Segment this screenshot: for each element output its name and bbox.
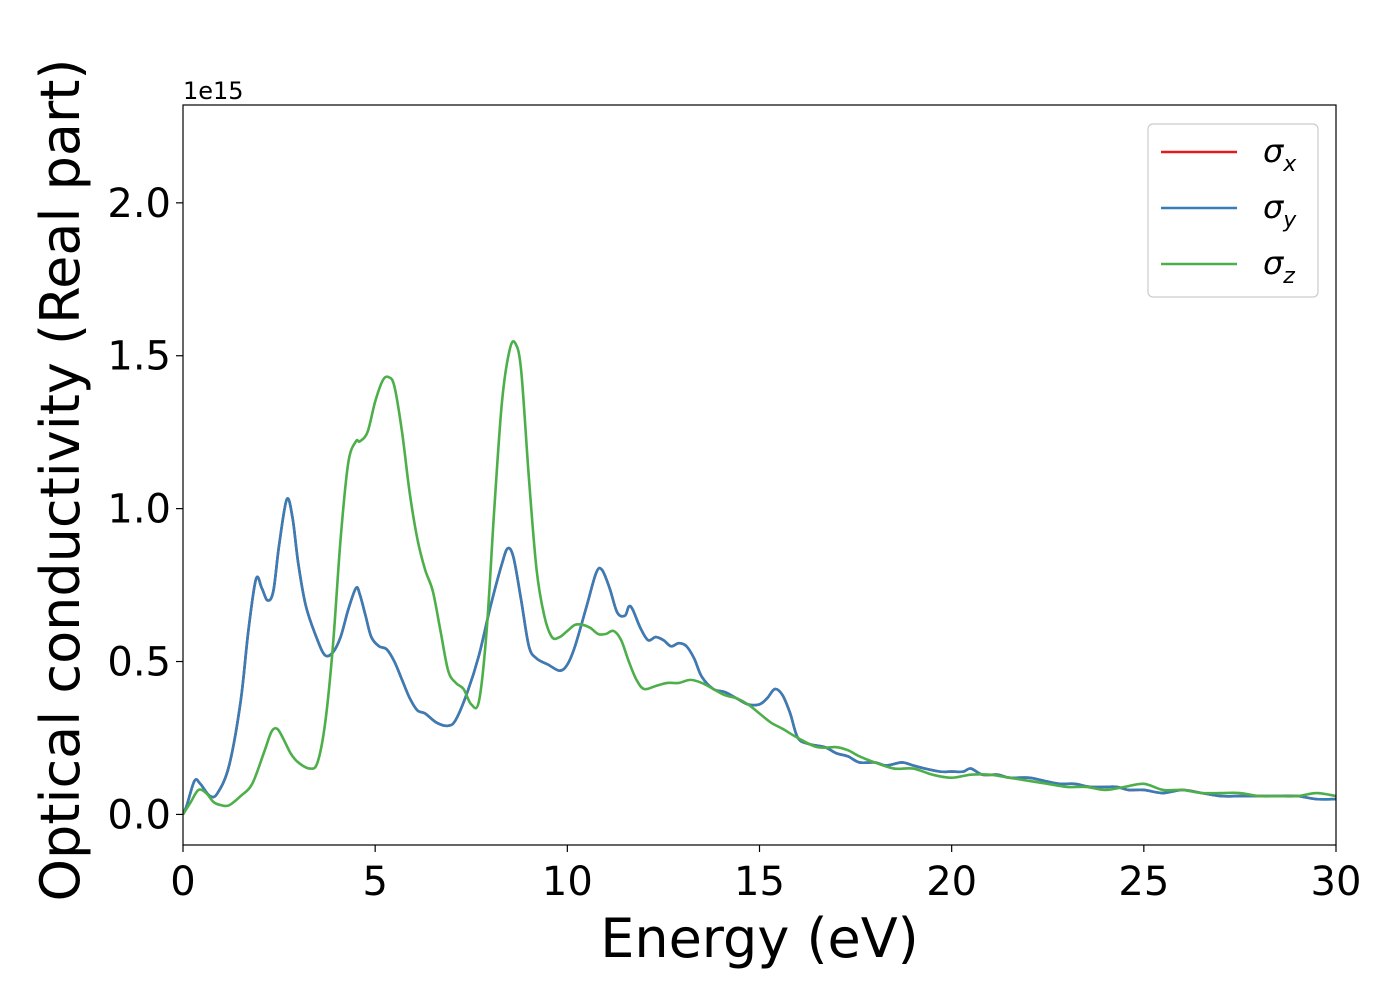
x-tick-label: 20 — [926, 859, 977, 905]
legend-label-2: σy — [1263, 188, 1297, 233]
legend-symbol: σ — [1263, 188, 1285, 226]
x-tick-label: 0 — [170, 859, 195, 905]
legend-subscript: z — [1282, 264, 1295, 289]
legend-label-1: σx — [1263, 132, 1297, 177]
legend-subscript: y — [1282, 208, 1297, 233]
x-tick-label: 10 — [542, 859, 593, 905]
x-tick-label: 30 — [1311, 859, 1362, 905]
legend-symbol: σ — [1263, 244, 1285, 282]
y-tick-label: 0.5 — [107, 640, 171, 686]
y-tick-label: 1.0 — [107, 487, 171, 533]
y-tick-label: 2.0 — [107, 181, 171, 227]
tick-layer: 0 5 10 15 20 25 30 0.0 0.5 1.0 1.5 2.0 — [107, 181, 1361, 905]
y-axis-label: Optical conductivity (Real part) — [29, 59, 92, 902]
series-layer — [183, 340, 1336, 816]
x-tick-label: 15 — [734, 859, 785, 905]
x-axis-label: Energy (eV) — [600, 907, 919, 970]
legend-subscript: x — [1282, 152, 1297, 177]
y-tick-label: 1.5 — [107, 334, 171, 380]
x-tick-label: 25 — [1118, 859, 1169, 905]
y-tick-label: 0.0 — [107, 792, 171, 838]
legend-box — [1147, 123, 1319, 298]
y-offset-label: 1e15 — [183, 77, 244, 105]
legend-label-3: σz — [1263, 244, 1295, 289]
legend-symbol: σ — [1263, 132, 1285, 170]
x-tick-label: 5 — [362, 859, 387, 905]
series-line-3 — [183, 340, 1336, 816]
